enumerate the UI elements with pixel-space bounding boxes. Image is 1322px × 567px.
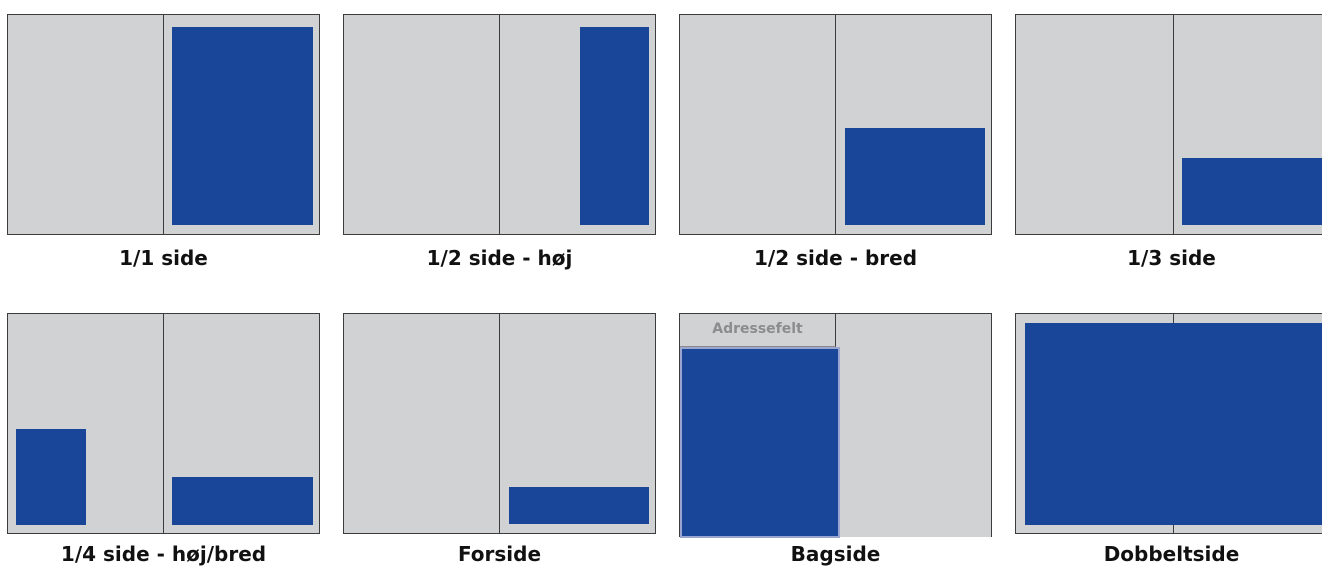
ad-area-third	[1182, 158, 1322, 225]
fold-line	[163, 314, 164, 533]
format-half-tall-label: 1/2 side - høj	[426, 246, 573, 270]
format-back-spread: Adressefelt	[679, 313, 992, 538]
format-third-spread	[1015, 14, 1322, 235]
format-double-spread	[1015, 313, 1322, 534]
ad-area-double	[1025, 323, 1322, 525]
fold-line	[163, 15, 164, 234]
fold-line	[835, 15, 836, 234]
format-double-label: Dobbeltside	[1103, 542, 1240, 566]
format-full-label: 1/1 side	[119, 246, 208, 270]
ad-area-half-tall	[580, 27, 649, 225]
format-third-label: 1/3 side	[1127, 246, 1216, 270]
format-half-wide-label: 1/2 side - bred	[753, 246, 918, 270]
ad-area-quarter-tall	[16, 429, 86, 525]
fold-line	[499, 15, 500, 234]
format-front-label: Forside	[457, 542, 542, 566]
format-quarter-label: 1/4 side - høj/bred	[60, 542, 267, 566]
ad-area-full-page	[172, 27, 313, 225]
format-back-label: Bagside	[790, 542, 881, 566]
address-field: Adressefelt	[680, 314, 836, 347]
ad-area-quarter-wide	[172, 477, 313, 525]
ad-area-half-wide	[845, 128, 985, 225]
format-front-spread	[343, 313, 656, 534]
ad-area-front	[509, 487, 649, 524]
fold-line	[499, 314, 500, 533]
ad-area-back	[680, 347, 840, 538]
format-half-tall-spread	[343, 14, 656, 235]
format-quarter-spread	[7, 313, 320, 534]
fold-line	[1173, 15, 1174, 234]
format-half-wide-spread	[679, 14, 992, 235]
format-full-spread	[7, 14, 320, 235]
